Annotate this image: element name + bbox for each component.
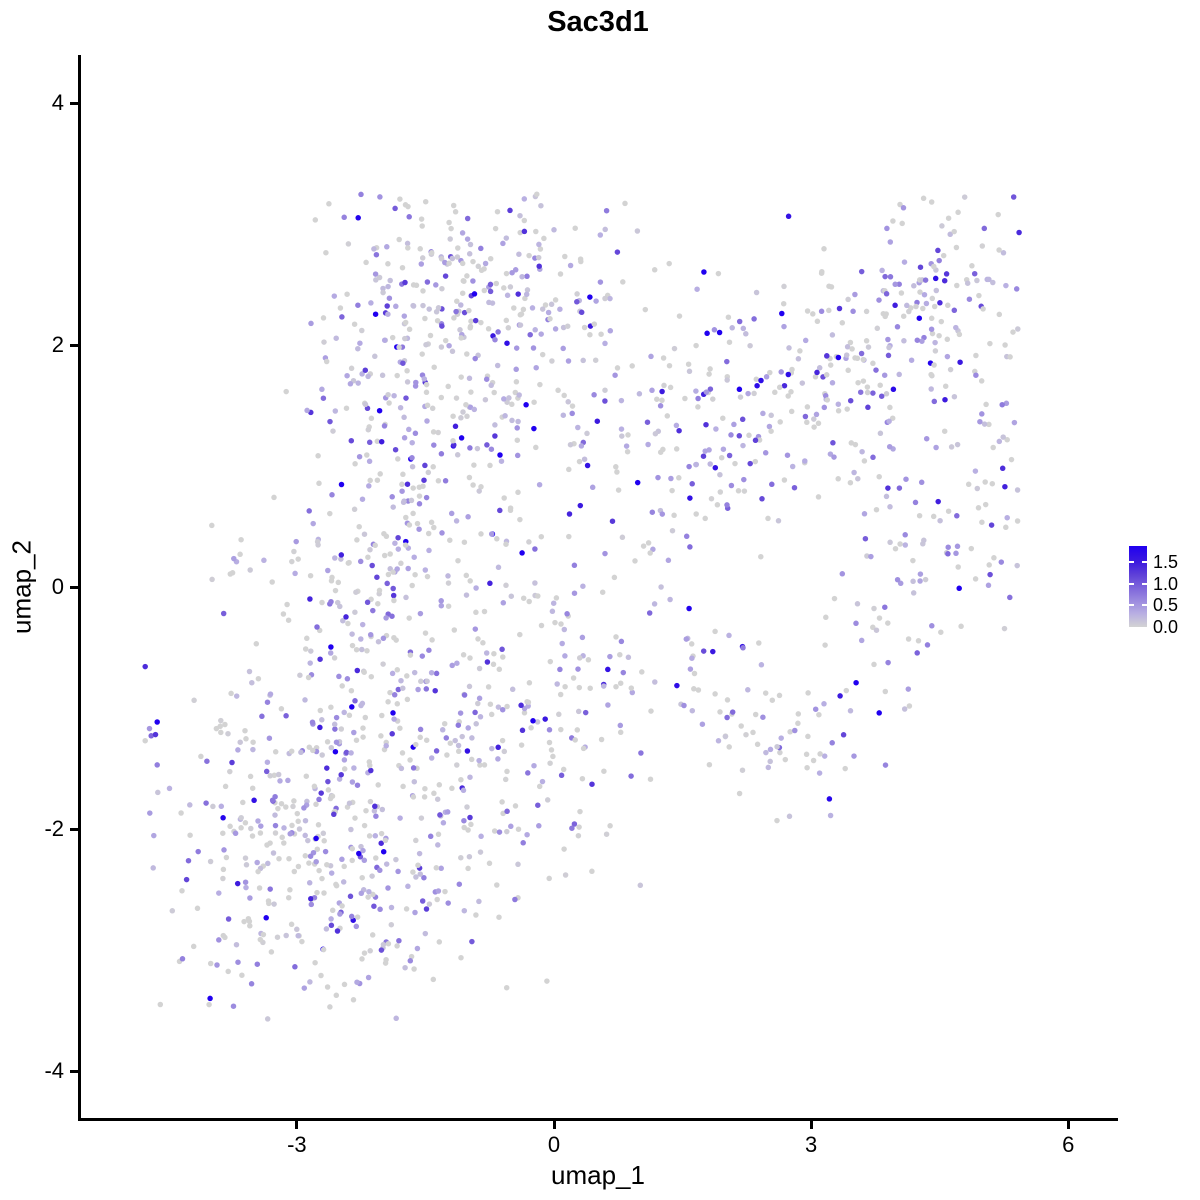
- x-tick-label: 0: [547, 1132, 561, 1157]
- x-tick-mark: [552, 1121, 556, 1129]
- x-tick-label: 6: [1062, 1132, 1075, 1157]
- colorbar-label: 1.5: [1153, 552, 1179, 573]
- colorbar-tick-mark: [1142, 604, 1147, 607]
- x-tick-mark: [809, 1121, 813, 1129]
- colorbar-tick-mark: [1129, 582, 1134, 585]
- plot-title: Sac3d1: [547, 6, 649, 38]
- y-axis-title: umap_2: [6, 540, 37, 634]
- y-tick-label: 0: [51, 574, 64, 599]
- x-axis-line: [78, 1118, 1118, 1121]
- colorbar-tick-mark: [1142, 582, 1147, 585]
- x-tick-mark: [295, 1121, 299, 1129]
- x-tick-label: 3: [804, 1132, 818, 1157]
- colorbar-gradient: [1129, 546, 1147, 627]
- x-tick-label: -3: [287, 1132, 307, 1157]
- y-tick-label: 4: [51, 90, 64, 115]
- x-axis-title: umap_1: [551, 1160, 645, 1190]
- colorbar-tick-mark: [1129, 561, 1134, 564]
- y-tick-mark: [70, 101, 78, 105]
- y-tick-label: -4: [44, 1058, 64, 1083]
- colorbar-tick-mark: [1142, 561, 1147, 564]
- x-tick-mark: [1066, 1121, 1070, 1129]
- legend-colorbar: 1.5 1.0 0.5 0.0: [1129, 546, 1199, 637]
- y-tick-label: 2: [51, 332, 64, 357]
- colorbar-label: 1.0: [1153, 573, 1179, 594]
- y-tick-mark: [70, 827, 78, 831]
- y-axis-line: [78, 55, 81, 1121]
- y-tick-mark: [70, 585, 78, 589]
- colorbar-label: 0.0: [1153, 617, 1179, 637]
- colorbar-tick-mark: [1129, 604, 1134, 607]
- y-tick-mark: [70, 1069, 78, 1073]
- colorbar-label: 0.5: [1153, 595, 1179, 616]
- y-tick-mark: [70, 343, 78, 347]
- scatter-points-group: [142, 191, 1022, 1022]
- y-tick-label: -2: [44, 816, 64, 841]
